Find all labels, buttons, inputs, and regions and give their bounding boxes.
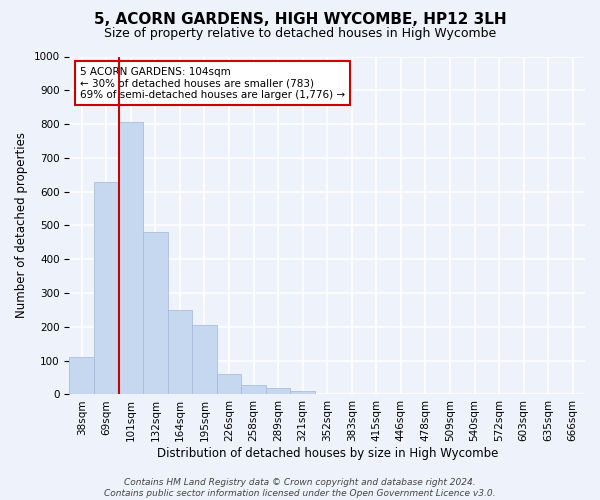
Bar — [192, 325, 217, 394]
Text: Contains HM Land Registry data © Crown copyright and database right 2024.
Contai: Contains HM Land Registry data © Crown c… — [104, 478, 496, 498]
Bar — [70, 358, 94, 395]
Bar — [119, 122, 143, 394]
Bar — [241, 385, 266, 394]
Bar — [217, 374, 241, 394]
Text: Size of property relative to detached houses in High Wycombe: Size of property relative to detached ho… — [104, 28, 496, 40]
Y-axis label: Number of detached properties: Number of detached properties — [15, 132, 28, 318]
Text: 5 ACORN GARDENS: 104sqm
← 30% of detached houses are smaller (783)
69% of semi-d: 5 ACORN GARDENS: 104sqm ← 30% of detache… — [80, 66, 345, 100]
Bar — [94, 182, 119, 394]
Bar — [143, 232, 167, 394]
Bar — [290, 391, 315, 394]
Text: 5, ACORN GARDENS, HIGH WYCOMBE, HP12 3LH: 5, ACORN GARDENS, HIGH WYCOMBE, HP12 3LH — [94, 12, 506, 28]
X-axis label: Distribution of detached houses by size in High Wycombe: Distribution of detached houses by size … — [157, 447, 498, 460]
Bar — [266, 388, 290, 394]
Bar — [167, 310, 192, 394]
